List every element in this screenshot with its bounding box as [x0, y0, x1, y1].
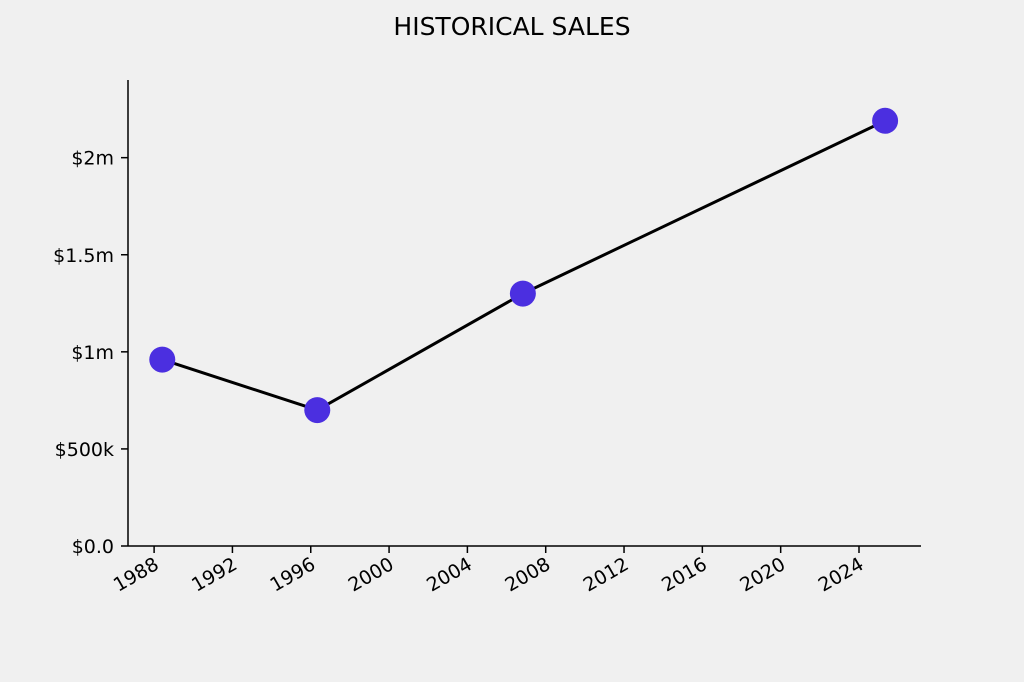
x-tick-label: 2000: [345, 553, 398, 596]
y-tick-label: $500k: [55, 439, 114, 461]
x-tick-label: 2008: [501, 553, 554, 596]
y-tick-label: $1m: [71, 342, 114, 364]
x-tick-label: 2020: [736, 553, 789, 596]
series-layer: [149, 107, 899, 424]
x-tick-label: 2016: [658, 553, 711, 596]
data-point: [509, 280, 536, 307]
x-tick-label: 2012: [580, 553, 633, 596]
data-point: [304, 397, 331, 424]
x-tick-label: 1988: [110, 553, 163, 596]
ticks: $0.0 $500k $1m $1.5m $2m 1988 1992 1996 2000 2004…: [53, 148, 867, 597]
y-tick-label: $0.0: [72, 536, 114, 558]
series-line: [161, 119, 886, 412]
y-tick-label: $2m: [71, 148, 114, 170]
chart-title: HISTORICAL SALES: [393, 12, 630, 41]
x-tick-label: 2024: [815, 553, 868, 596]
x-tick-label: 1996: [266, 553, 319, 596]
y-tick-label: $1.5m: [53, 245, 114, 267]
x-tick-label: 1992: [188, 553, 241, 596]
data-point: [872, 107, 899, 134]
axes: [127, 80, 921, 547]
x-tick-label: 2004: [423, 553, 476, 596]
data-point: [149, 346, 176, 373]
